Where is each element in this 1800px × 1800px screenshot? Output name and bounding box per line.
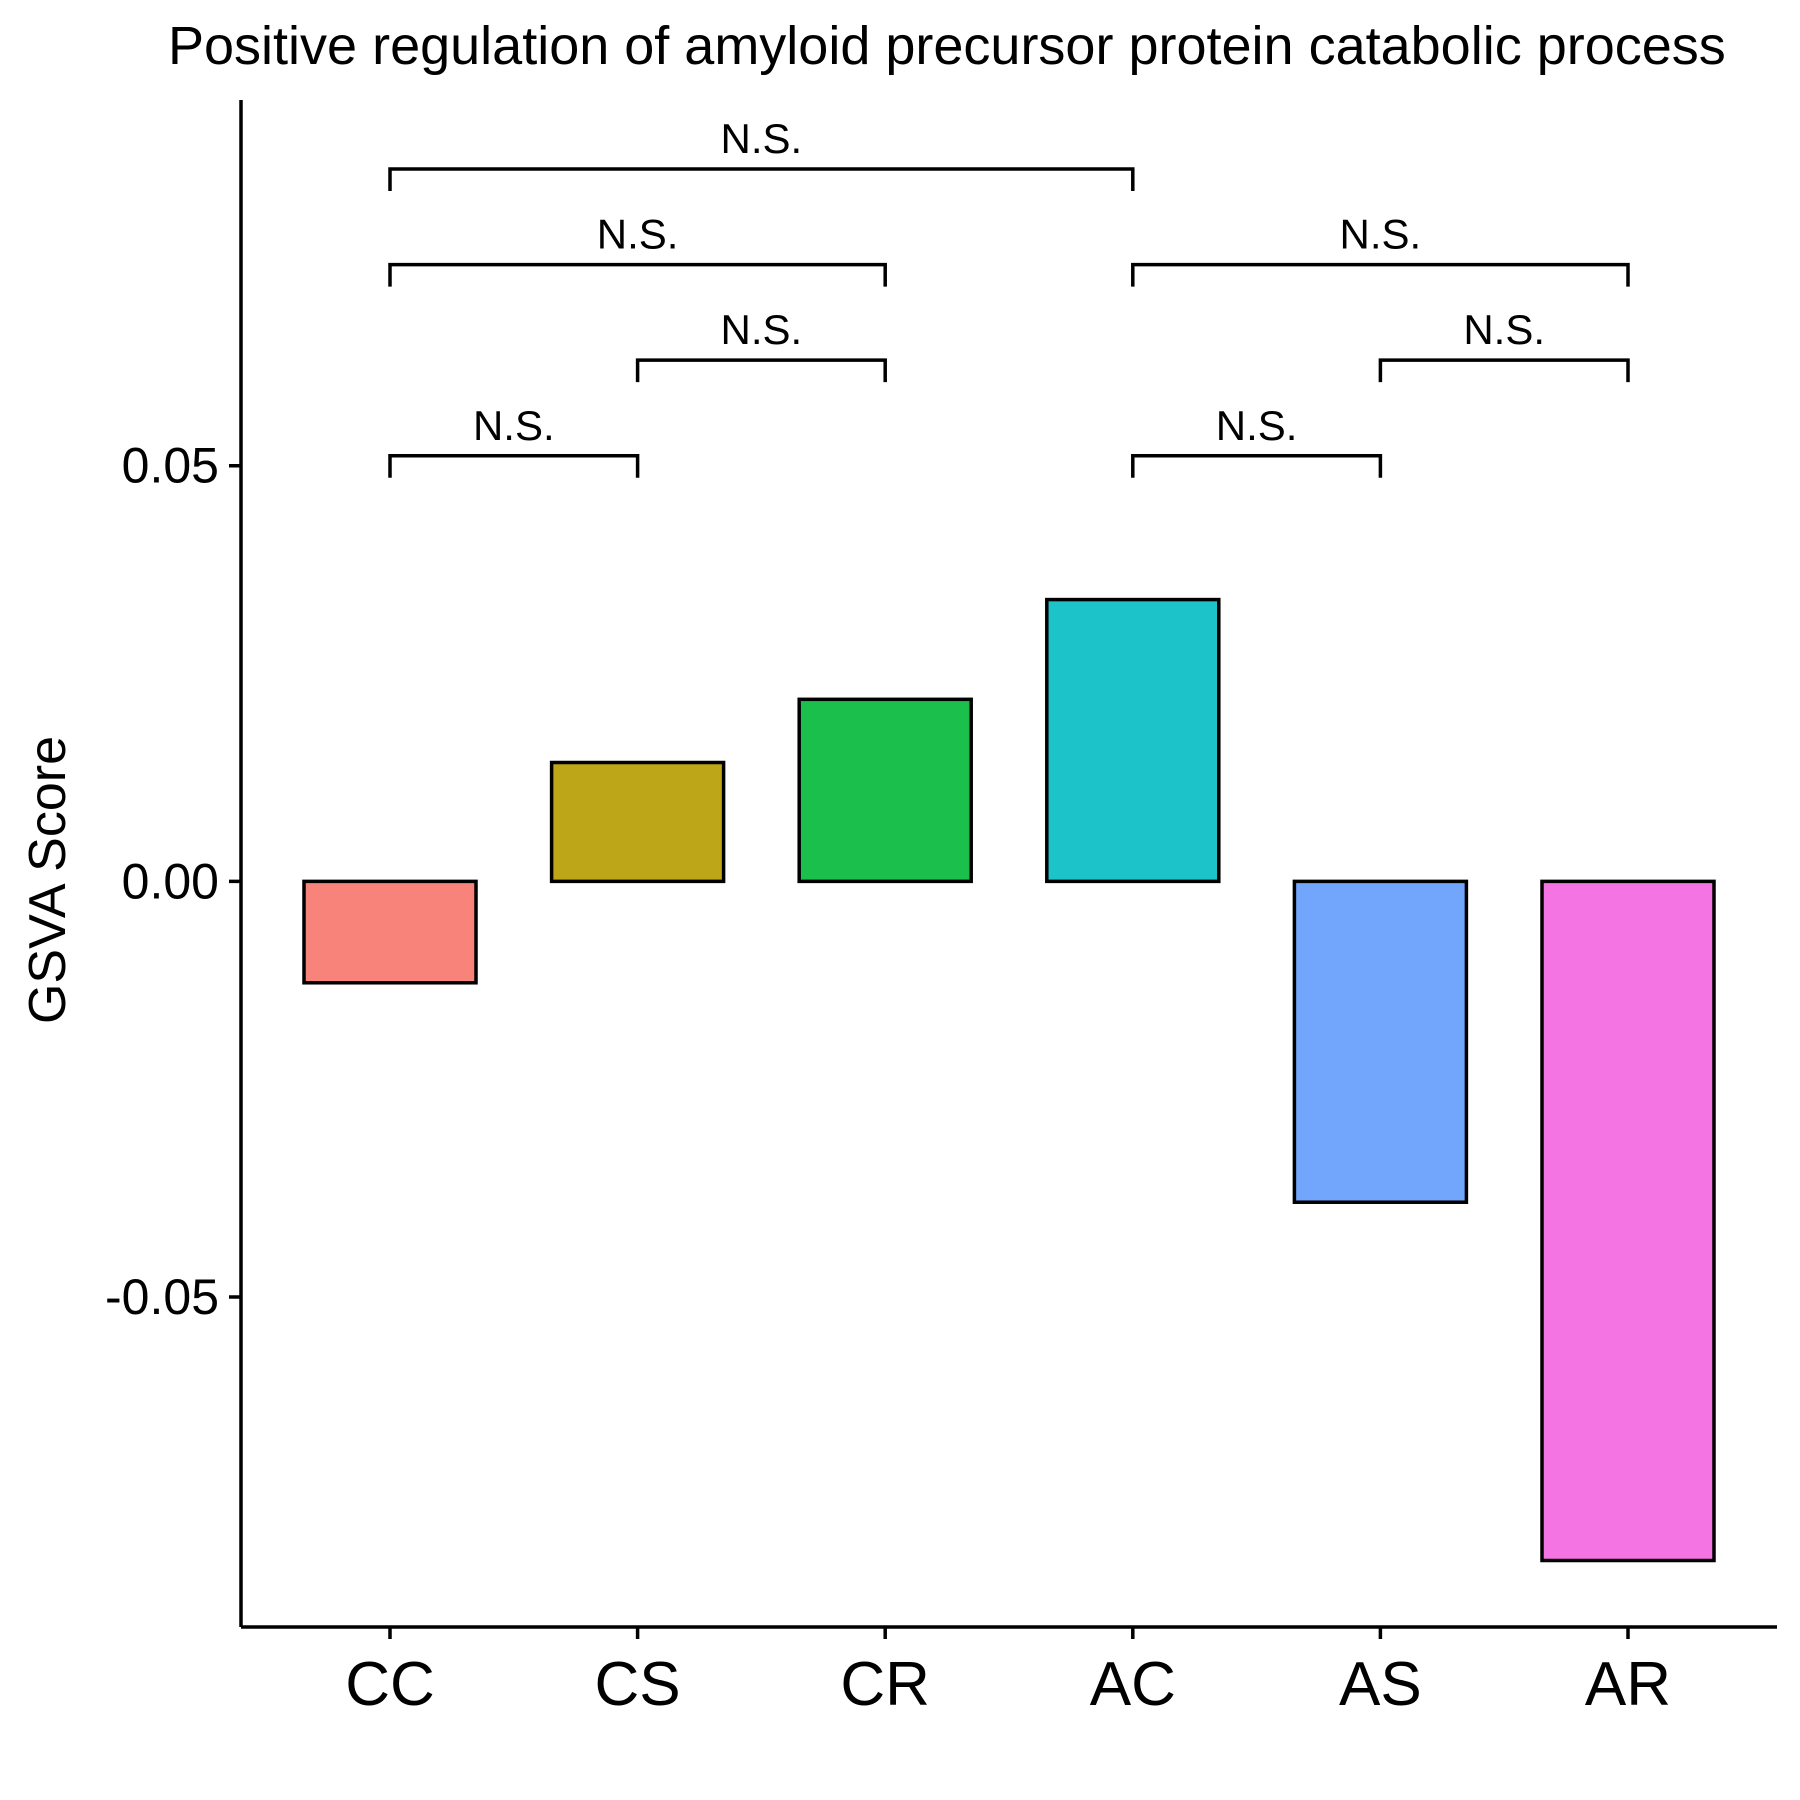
bar-cr xyxy=(797,697,973,884)
significance-comparisons: N.S. N.S. N.S. N.S. N.S. N.S. N.S. xyxy=(388,115,1630,478)
comparison-label: N.S. xyxy=(721,306,803,353)
chart-title: Positive regulation of amyloid precursor… xyxy=(168,16,1726,76)
comparison-label: N.S. xyxy=(1463,306,1545,353)
y-tick-label: 0.05 xyxy=(122,438,219,494)
comparison-bracket xyxy=(635,358,887,383)
comparison-label: N.S. xyxy=(597,211,679,258)
x-tick-label-ar: AR xyxy=(1585,1650,1671,1719)
comparison-label: N.S. xyxy=(1216,402,1298,449)
comparison-bracket xyxy=(388,262,887,287)
comparison-bracket xyxy=(388,454,640,478)
bar-as xyxy=(1292,879,1469,1204)
bar-ar xyxy=(1540,879,1716,1563)
comparison-bracket xyxy=(1378,358,1630,383)
comparison-cc-cs: N.S. xyxy=(388,402,640,478)
comparison-bracket xyxy=(1131,454,1383,478)
comparison-as-ar: N.S. xyxy=(1378,306,1630,383)
y-tick-label: 0.00 xyxy=(122,853,219,909)
y-axis-title: GSVA Score xyxy=(19,736,77,1024)
x-tick-label-cs: CS xyxy=(595,1650,681,1719)
bar-cc xyxy=(302,879,478,985)
comparison-bracket xyxy=(388,167,1135,191)
bars xyxy=(302,597,1716,1563)
comparison-label: N.S. xyxy=(721,115,803,162)
comparison-cc-cr: N.S. xyxy=(388,211,887,287)
bar-cs xyxy=(549,760,726,884)
comparison-cs-cr: N.S. xyxy=(635,306,887,383)
comparison-label: N.S. xyxy=(1340,211,1422,258)
x-tick-label-as: AS xyxy=(1339,1650,1422,1719)
x-tick-label-ac: AC xyxy=(1090,1650,1176,1719)
bar-ac xyxy=(1045,597,1221,884)
y-tick-label: -0.05 xyxy=(105,1269,219,1325)
comparison-cc-ac: N.S. xyxy=(388,115,1135,191)
comparison-ac-as: N.S. xyxy=(1131,402,1383,478)
x-tick-label-cr: CR xyxy=(840,1650,930,1719)
axes: -0.05 0.00 0.05 CC CS CR AC AS AR xyxy=(105,100,1777,1719)
comparison-label: N.S. xyxy=(473,402,555,449)
comparison-ac-ar: N.S. xyxy=(1131,211,1630,287)
x-tick-label-cc: CC xyxy=(345,1650,435,1719)
comparison-bracket xyxy=(1131,262,1630,287)
